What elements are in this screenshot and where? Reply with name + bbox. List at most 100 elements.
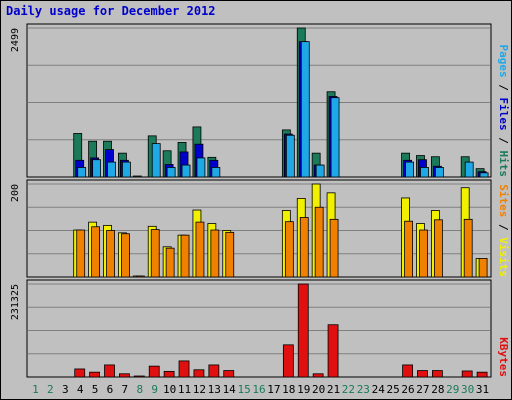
bar-kbytes-day-5 xyxy=(89,371,101,378)
day-label-24: 24 xyxy=(372,383,386,396)
legend-middle: Sites / Visits xyxy=(497,184,510,277)
bar-pages-day-7 xyxy=(122,161,131,178)
day-label-1: 1 xyxy=(32,383,39,396)
day-label-7: 7 xyxy=(122,383,129,396)
day-label-30: 30 xyxy=(461,383,474,396)
panel-border-middle xyxy=(26,179,492,278)
bar-kbytes-day-18 xyxy=(282,344,294,378)
bar-kbytes-day-11 xyxy=(178,360,190,378)
day-label-26: 26 xyxy=(401,383,414,396)
bar-sites-day-8 xyxy=(135,275,145,278)
bar-sites-day-5 xyxy=(91,226,101,278)
bar-pages-day-30 xyxy=(464,161,474,178)
legend-entry: KBytes xyxy=(497,337,510,377)
day-label-12: 12 xyxy=(193,383,206,396)
bar-kbytes-day-13 xyxy=(208,364,220,378)
day-label-18: 18 xyxy=(282,383,295,396)
bar-kbytes-day-27 xyxy=(417,370,428,378)
bar-sites-day-21 xyxy=(329,218,339,278)
y-max-label-top: 2499 xyxy=(10,28,21,52)
bar-kbytes-day-4 xyxy=(74,368,86,378)
bar-sites-day-12 xyxy=(195,221,205,278)
bar-kbytes-day-30 xyxy=(461,370,473,378)
bar-sites-day-27 xyxy=(419,229,428,278)
bar-kbytes-day-6 xyxy=(104,364,115,378)
bar-kbytes-day-14 xyxy=(223,370,235,378)
bar-pages-day-28 xyxy=(434,167,444,178)
bar-hits-day-8 xyxy=(132,175,142,178)
legend-entry: Sites xyxy=(497,184,510,217)
panel-border-bottom xyxy=(26,279,492,378)
panel-border-top xyxy=(26,23,492,178)
y-max-label-bottom: 231325 xyxy=(10,284,21,320)
day-label-13: 13 xyxy=(208,383,221,396)
bar-sites-day-14 xyxy=(225,231,235,278)
day-label-27: 27 xyxy=(416,383,429,396)
bar-sites-day-19 xyxy=(299,217,309,278)
day-label-2: 2 xyxy=(47,383,54,396)
bar-sites-day-4 xyxy=(76,229,86,278)
bar-kbytes-day-9 xyxy=(148,365,160,378)
legend-entry: Visits xyxy=(497,237,510,277)
bar-pages-day-20 xyxy=(315,164,325,178)
bar-pages-day-10 xyxy=(166,167,176,178)
bar-pages-day-4 xyxy=(77,167,87,178)
bar-sites-day-31 xyxy=(478,257,488,278)
bar-sites-day-7 xyxy=(121,233,130,278)
day-label-11: 11 xyxy=(178,383,191,396)
day-label-10: 10 xyxy=(163,383,176,396)
bar-pages-day-21 xyxy=(330,97,340,178)
bar-sites-day-30 xyxy=(463,218,473,278)
day-label-4: 4 xyxy=(77,383,84,396)
bar-pages-day-9 xyxy=(151,143,161,178)
bar-pages-day-18 xyxy=(285,134,295,178)
bar-pages-day-13 xyxy=(211,167,221,178)
y-max-label-middle: 200 xyxy=(10,184,21,202)
bar-sites-day-11 xyxy=(180,234,190,278)
legend-entry: Hits xyxy=(497,151,510,178)
bar-sites-day-20 xyxy=(314,206,324,278)
bar-sites-day-18 xyxy=(284,221,294,278)
day-label-16: 16 xyxy=(252,383,265,396)
day-label-3: 3 xyxy=(62,383,69,396)
legend-top: Pages / Files / Hits xyxy=(497,45,510,178)
day-label-31: 31 xyxy=(476,383,489,396)
bar-kbytes-day-21 xyxy=(327,324,339,378)
bar-pages-day-26 xyxy=(405,161,414,178)
day-label-29: 29 xyxy=(446,383,459,396)
day-label-21: 21 xyxy=(327,383,340,396)
day-label-9: 9 xyxy=(151,383,158,396)
bar-sites-day-6 xyxy=(106,230,115,278)
bar-kbytes-day-8 xyxy=(133,375,145,378)
day-label-25: 25 xyxy=(387,383,400,396)
bar-pages-day-6 xyxy=(107,161,116,178)
day-label-19: 19 xyxy=(297,383,310,396)
bar-pages-day-12 xyxy=(196,157,206,178)
bar-kbytes-day-19 xyxy=(297,283,309,378)
bar-sites-day-10 xyxy=(165,247,175,278)
day-label-17: 17 xyxy=(267,383,280,396)
day-label-8: 8 xyxy=(136,383,143,396)
legend-entry: / xyxy=(497,78,510,98)
legend-entry: Files xyxy=(497,98,510,131)
day-label-22: 22 xyxy=(342,383,355,396)
chart-title: Daily usage for December 2012 xyxy=(6,4,216,18)
bar-pages-day-19 xyxy=(300,41,310,178)
bar-pages-day-5 xyxy=(92,159,102,178)
day-label-28: 28 xyxy=(431,383,444,396)
day-label-15: 15 xyxy=(237,383,250,396)
bar-kbytes-day-20 xyxy=(312,373,324,378)
legend-entry: Pages xyxy=(497,45,510,78)
bar-kbytes-day-7 xyxy=(119,373,130,378)
bar-pages-day-31 xyxy=(479,172,489,178)
bar-pages-day-11 xyxy=(181,164,191,178)
day-label-23: 23 xyxy=(357,383,370,396)
bar-kbytes-day-12 xyxy=(193,369,205,378)
bar-kbytes-day-26 xyxy=(402,364,413,378)
legend-bottom: KBytes xyxy=(497,337,510,377)
bar-pages-day-27 xyxy=(420,167,429,178)
day-label-6: 6 xyxy=(107,383,114,396)
legend-entry: / xyxy=(497,131,510,151)
